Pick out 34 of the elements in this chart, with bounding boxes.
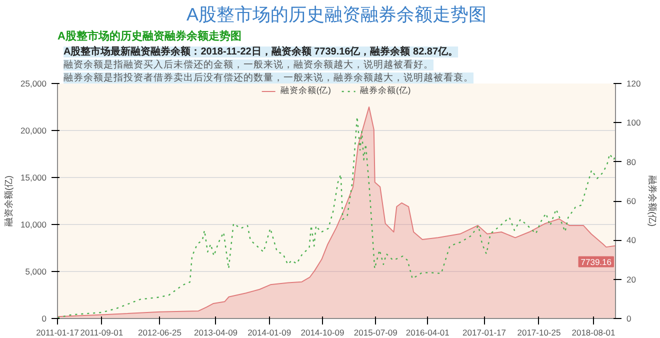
y2-tick-label: 120	[626, 78, 641, 88]
y-axis-title: 融资余额(亿)	[4, 175, 14, 226]
legend-label: 融券余额(亿)	[360, 85, 411, 97]
y2-tick-label: 40	[626, 235, 636, 246]
y-tick-label: 5,000	[25, 266, 47, 276]
x-tick-label: 2014-10-09	[300, 328, 344, 338]
x-tick-label: 2018-08-01	[572, 328, 616, 338]
y2-axis-title: 融券余额(亿)	[648, 176, 658, 227]
legend-label: 融资余额(亿)	[280, 85, 331, 97]
text: 融资余额是指融资买入后未偿还的金额，一般来说，融资余额越大，说明越被看好。	[64, 58, 434, 70]
y-tick-label: 10,000	[20, 220, 47, 230]
x-tick-label: 2012-06-25	[138, 328, 182, 338]
y2-tick-label: 60	[626, 196, 636, 206]
y2-tick-label: 20	[626, 274, 636, 284]
y2-tick-label: 100	[626, 118, 641, 128]
y-tick-label: 25,000	[20, 78, 47, 88]
x-tick-label: 2015-07-09	[354, 328, 398, 338]
text: A股整市场最新融资融券余额：2018-11-22日，融资余额 7739.16亿，融券余额 82.87亿。	[64, 46, 458, 58]
annotation: 融券余额是指投资者借券卖出后没有偿还的数量，一般来说，融券余额越大，说明越被看衰。	[64, 72, 474, 84]
y-tick-label: 15,000	[20, 172, 47, 182]
y-tick-label: 20,000	[20, 126, 47, 136]
x-tick-label: 2011-09-01	[80, 328, 124, 338]
y2-tick-label: 0	[626, 314, 632, 324]
annotation: 7739.16	[580, 256, 612, 267]
x-tick-label: 2017-10-25	[517, 328, 561, 338]
chart-title: A股整市场的历史融资融券余额走势图	[186, 4, 487, 24]
x-tick-label: 2016-04-01	[406, 328, 450, 338]
x-tick-label: 2017-01-17	[462, 328, 506, 338]
x-tick-label: 2011-01-17	[36, 328, 80, 338]
x-tick-label: 2013-04-09	[194, 328, 238, 338]
y2-tick-label: 80	[626, 156, 636, 167]
y-tick-label: 0	[42, 314, 47, 324]
chart-subtitle: A股整市场的历史融资融券余额走势图	[58, 30, 242, 42]
x-tick-label: 2014-01-09	[248, 328, 292, 338]
